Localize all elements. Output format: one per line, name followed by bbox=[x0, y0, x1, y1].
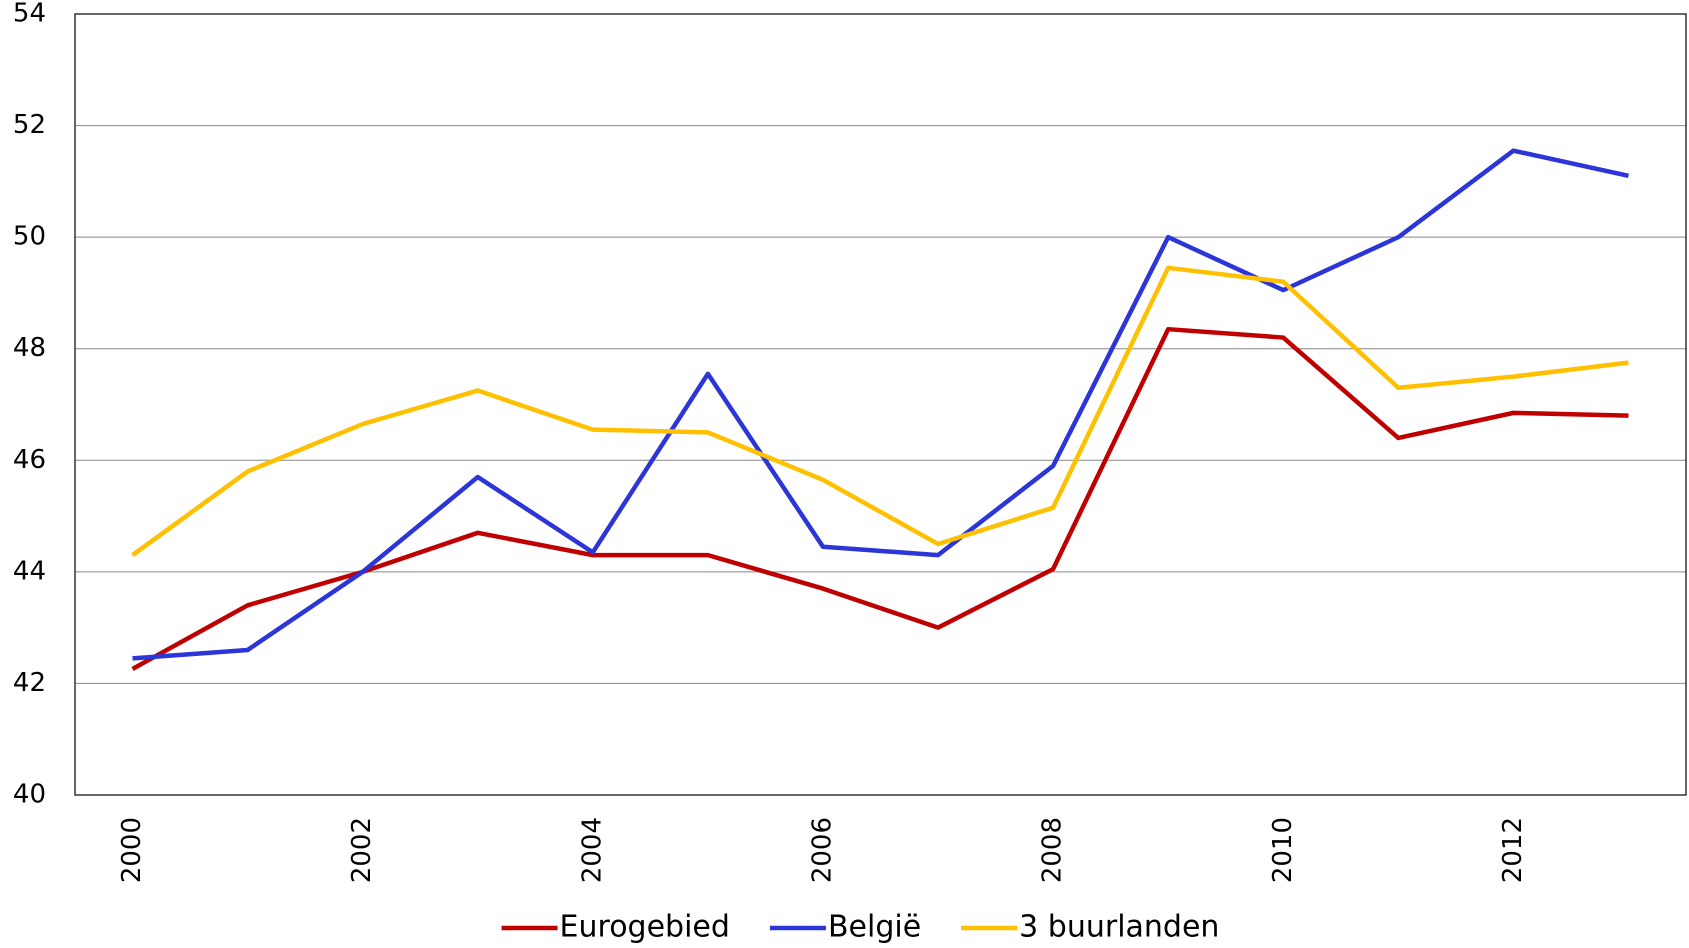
y-tick-label: 48 bbox=[13, 333, 46, 363]
series-line bbox=[131, 265, 1629, 557]
y-tick-label: 44 bbox=[13, 556, 46, 586]
series-line bbox=[131, 326, 1629, 671]
y-tick-label: 54 bbox=[13, 0, 46, 29]
x-tick-label: 2000 bbox=[117, 817, 147, 883]
legend: Eurogebied België 3 buurlanden bbox=[501, 910, 1219, 945]
x-tick-label: 2004 bbox=[577, 817, 607, 883]
x-tick-label: 2008 bbox=[1038, 817, 1068, 883]
x-tick-label: 2012 bbox=[1498, 817, 1528, 883]
x-tick-label: 2010 bbox=[1268, 817, 1298, 883]
y-tick-label: 52 bbox=[13, 110, 46, 140]
legend-label: België bbox=[828, 910, 921, 945]
legend-label: 3 buurlanden bbox=[1019, 910, 1219, 945]
y-tick-label: 42 bbox=[13, 668, 46, 698]
x-tick-label: 2002 bbox=[347, 817, 377, 883]
series-line bbox=[132, 148, 1629, 661]
legend-label: Eurogebied bbox=[560, 910, 730, 945]
y-tick-label: 40 bbox=[13, 780, 46, 810]
y-tick-label: 50 bbox=[13, 222, 46, 252]
plot-frame bbox=[74, 13, 1687, 796]
x-tick-label: 2006 bbox=[807, 817, 837, 883]
y-tick-label: 46 bbox=[13, 445, 46, 475]
